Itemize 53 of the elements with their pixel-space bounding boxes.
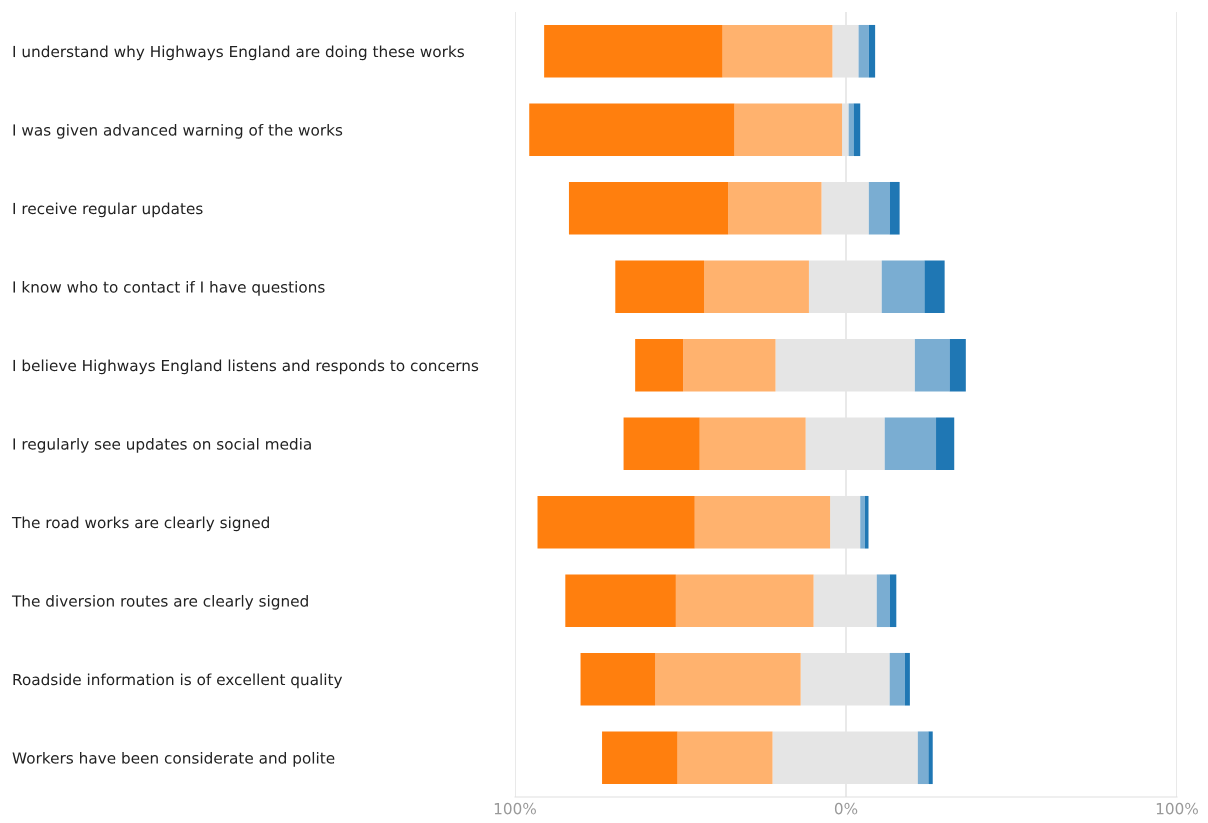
y-tick-label: The road works are clearly signed [11, 516, 269, 532]
y-tick-label: Roadside information is of excellent quality [13, 673, 343, 689]
bar [868, 181, 890, 235]
bar [694, 495, 831, 549]
bar [602, 731, 678, 785]
bar [568, 181, 729, 235]
bar [884, 417, 937, 471]
y-tick-label: I understand why Highways England are doing these works [13, 45, 464, 61]
bar [936, 417, 955, 471]
y-tick-label: I was given advanced warning of the works [13, 123, 343, 139]
bar [881, 260, 925, 314]
bar [904, 652, 910, 706]
bar [537, 495, 695, 549]
bar [728, 181, 822, 235]
bar [635, 338, 684, 392]
bar [949, 338, 966, 392]
bar [889, 652, 905, 706]
bar [722, 24, 833, 78]
bar [734, 103, 843, 157]
bar [914, 338, 950, 392]
bar [623, 417, 700, 471]
bar [677, 731, 773, 785]
bar [699, 417, 806, 471]
bar [529, 103, 735, 157]
bar [544, 24, 723, 78]
bar [858, 24, 869, 78]
bar [655, 652, 801, 706]
bar [924, 260, 945, 314]
y-tick-label: I believe Highways England listens and responds to concerns [13, 359, 479, 375]
bar [889, 574, 897, 628]
bar [917, 731, 929, 785]
x-tick-label: 100% [1156, 802, 1198, 815]
bar [864, 495, 869, 549]
bar [683, 338, 776, 392]
y-tick-label: Workers have been considerate and polite [12, 751, 335, 767]
bar [876, 574, 890, 628]
bar [565, 574, 676, 628]
bar [704, 260, 809, 314]
bar [675, 574, 814, 628]
x-tick-label: 100% [494, 802, 536, 815]
bar [848, 103, 854, 157]
y-tick-label: I know who to contact if I have questions [13, 280, 325, 296]
y-tick-label: I receive regular updates [13, 202, 203, 218]
bar [615, 260, 704, 314]
bar [889, 181, 900, 235]
bar [928, 731, 933, 785]
bar [580, 652, 656, 706]
bar [853, 103, 861, 157]
y-tick-label: I regularly see updates on social media [13, 437, 311, 453]
x-tick-label: 0% [834, 802, 858, 815]
bar [860, 495, 865, 549]
bar [868, 24, 876, 78]
y-tick-label: The diversion routes are clearly signed [11, 594, 308, 610]
